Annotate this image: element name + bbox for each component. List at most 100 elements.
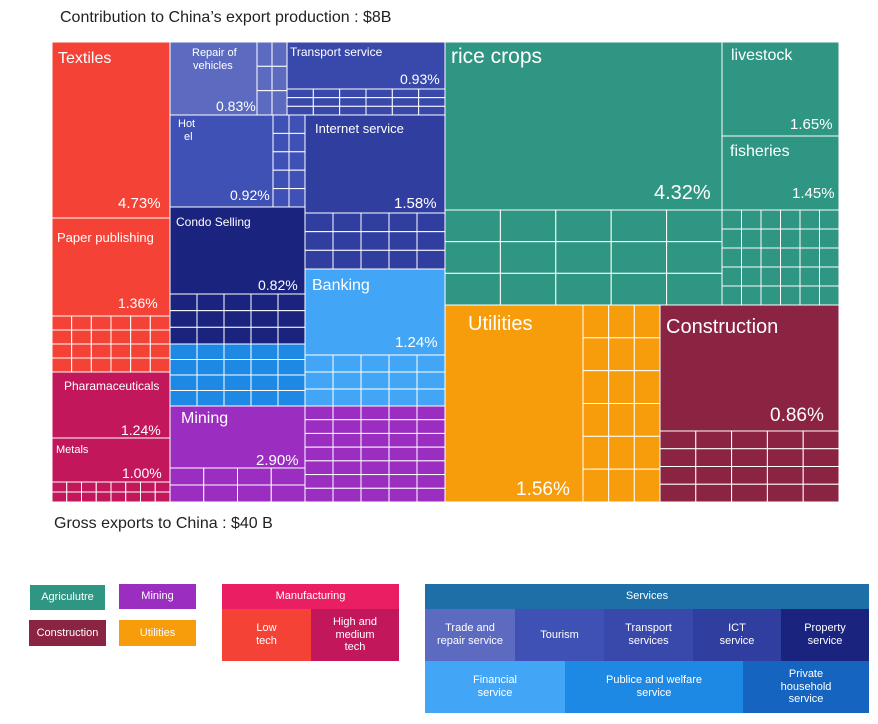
treemap-cell-property-sub [169,293,198,312]
treemap-cell-construction-small-sub [802,483,840,503]
treemap-cell-low-tech-sub [71,329,92,345]
chart-subtitle: Gross exports to China : $40 B [54,515,273,532]
cell-label-hotel-line2: el [184,131,193,143]
treemap-cell-utilities-small-sub [633,468,661,503]
treemap-cell-construction-small-sub [731,430,768,450]
treemap-cell-trade-sub [271,65,288,92]
legend-trade-line2: repair service [436,635,504,647]
treemap-cell-agri-grid-sub [760,209,781,230]
treemap-cell-high-tech-sub [110,481,127,493]
treemap-cell-mining-grid-sub [388,487,418,503]
legend-low-tech-line2: tech [256,635,277,647]
legend-agriculture-label: Agriculutre [41,591,94,604]
treemap-cell-low-tech-sub [149,315,171,331]
treemap-cell-ict-sub [332,231,362,251]
treemap-cell-mining-small-sub [237,484,272,503]
treemap-cell-mining-grid-sub [304,419,334,434]
treemap-cell-tourism-sub [272,169,290,190]
treemap-cell-low-tech-sub [110,357,132,373]
cell-value-utilities: 1.56% [516,479,570,500]
treemap-cell-high-tech-sub [154,491,171,503]
treemap-cell-high-tech-sub [140,491,156,503]
treemap-cell-property-sub [277,293,306,312]
legend-public-line2: service [636,687,672,699]
cell-label-banking: Banking [312,277,370,294]
treemap-cell-financial-sub [332,388,362,407]
treemap-cell-agri-grid-sub [741,266,762,287]
treemap-cell-utilities-small-sub [608,468,635,503]
cell-label-repair-line1: Repair of [192,47,237,59]
treemap-cell-low-tech-sub [51,315,73,331]
cell-label-transport: Transport service [290,45,383,59]
treemap-cell-ict-sub [388,231,418,251]
treemap-cell-livestock [721,41,840,137]
treemap-cell-trade-sub [256,41,273,67]
treemap-cell-low-tech-sub [71,357,92,373]
cell-value-construction: 0.86% [770,405,824,426]
legend-utilities: Utilities [119,620,196,646]
cell-value-repair: 0.83% [216,98,256,114]
legend-manufacturing-label: Manufacturing [275,590,346,603]
treemap-cell-public-sub [277,390,306,407]
treemap-cell-property-sub [250,293,279,312]
treemap-cell-construction-small-sub [802,430,840,450]
treemap-cell-public-sub [223,343,252,360]
treemap-cell-mining-grid-sub [360,432,390,448]
treemap-cell-low-tech-sub [130,315,151,331]
treemap-cell-agri-grid-sub [721,266,742,287]
treemap-cell-mining-grid-sub [416,432,446,448]
treemap-cell-high-tech-sub [66,491,82,503]
treemap-cell-tourism-sub [272,114,290,134]
treemap-cell-property-sub [196,326,225,345]
treemap-cell-financial-sub [332,371,362,390]
cell-label-hotel-line1: Hot [178,118,196,130]
treemap-cell-mining-grid-sub [388,419,418,434]
treemap-cell-construction-small-sub [695,448,733,467]
treemap-cell-public-sub [196,374,225,391]
treemap-cell-financial-sub [416,371,446,390]
treemap-cell-utilities-small-sub [633,304,661,339]
treemap-cell-rice [444,41,723,211]
treemap-cell-high-tech-sub [95,491,112,503]
treemap-cell-low-tech-sub [90,329,112,345]
treemap-cell-low-tech-sub [149,343,171,359]
legend-manufacturing-header: Manufacturing [222,584,399,609]
treemap-cell-public-sub [196,343,225,360]
treemap-cell-low-tech-sub [130,329,151,345]
treemap-cell-utilities-small-sub [582,370,610,404]
cell-label-pharma: Pharamaceuticals [64,379,160,393]
treemap-cell-agri-grid-sub [741,209,762,230]
treemap-cell-ict-sub [388,249,418,270]
treemap-cell-utilities-small-sub [582,403,610,437]
treemap-cell-ict-sub [360,231,390,251]
treemap-cell-mining-grid-sub [388,405,418,421]
cell-label-utilities: Utilities [468,313,533,335]
cell-value-pharma: 1.24% [121,422,161,438]
treemap-cell-tourism-sub [288,151,306,171]
treemap-cell-mining-small-sub [270,484,306,503]
treemap-cell-agri-small-sub [666,272,723,306]
treemap-cell-repair [169,41,258,116]
treemap-cell-construction-small-sub [695,483,733,503]
treemap-cell-trade-sub [271,90,288,116]
legend-property-line2: service [807,635,843,647]
legend-tourism-label: Tourism [540,628,579,641]
treemap-cell-property-sub [223,326,252,345]
treemap-cell-high-tech-sub [81,491,97,503]
treemap-cell-transport-small-sub [339,88,367,99]
treemap-cell-agri-grid-sub [780,209,801,230]
treemap-cell-agri-small-sub [610,241,668,274]
treemap-cell-ict-sub [416,249,446,270]
treemap-cell-mining-grid-sub [360,419,390,434]
treemap-cell-utilities [444,304,584,503]
legend-ict-line1: ICT [728,622,746,635]
treemap-cell-ict-sub [388,212,418,233]
cell-value-paper: 1.36% [118,295,158,311]
treemap-cell-financial-sub [304,354,334,373]
treemap-cell-mining-grid-sub [332,487,362,503]
treemap-cell-internet [304,114,446,214]
treemap-cell-financial-sub [304,388,334,407]
cell-value-transport: 0.93% [400,71,440,87]
treemap-cell-pharma [51,371,171,439]
legend-mining: Mining [119,584,196,609]
